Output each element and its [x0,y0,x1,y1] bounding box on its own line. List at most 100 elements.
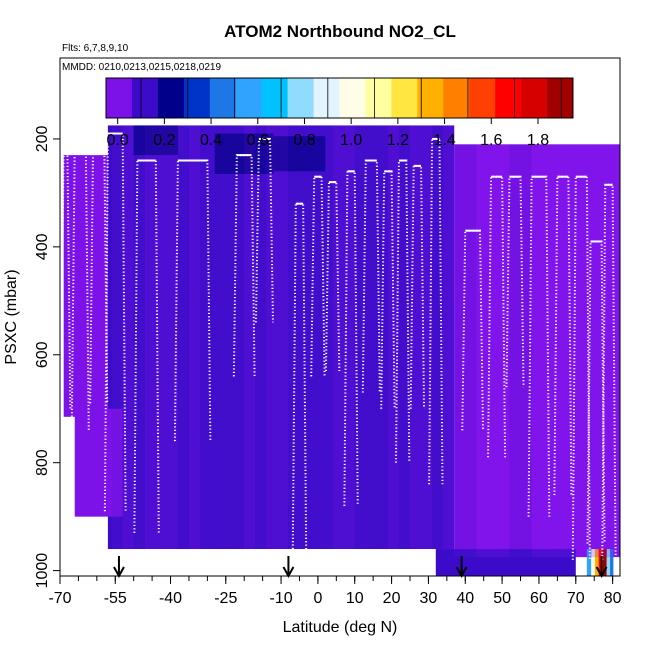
heatmap-cell [133,125,145,550]
colorbar-swatch [261,78,289,118]
heatmap-cell [166,125,178,550]
colorbar-swatch [521,78,548,118]
heatmap-cell [410,125,422,550]
arrow-head [282,566,295,579]
y-tick-label: 1000 [34,553,51,589]
colorbar-swatch [417,78,444,118]
heatmap-cell [586,144,598,558]
colorbar-frame [105,77,574,119]
y-axis: 200 400 600 800 1000 [34,125,60,588]
heatmap-cell [365,125,377,550]
x-tick-label: -55 [104,590,127,607]
heatmap-cell [122,125,134,550]
colorbar-tick-label: 1.2 [387,132,409,149]
heatmap-cell [233,125,245,550]
colorbar: 0.0 0.2 0.4 0.6 0.8 1.0 1.2 1.4 1.6 1.8 [105,77,574,149]
heatmap-cell [465,144,477,558]
heatmap-cell [214,133,274,175]
colorbar-swatch [469,78,496,118]
colorbar-tick-label: 1.4 [433,132,455,149]
heatmap-cell [553,144,565,558]
heatmap-cell [255,125,267,550]
colorbar-swatch [183,78,211,118]
x-tick-label: 50 [493,590,511,607]
arrow-head [595,566,608,579]
heatmap-cells [63,125,620,576]
flights-label: Flts: 6,7,8,9,10 [62,43,129,54]
heatmap-cell [575,144,587,558]
sounding-arrows [113,556,608,579]
heatmap-cell [454,144,620,558]
heatmap-cell [133,125,178,156]
x-axis: -70 -55 -40 -25 -10 0 10 20 30 40 50 60 70 80 [48,576,622,607]
heatmap-cell [606,549,611,576]
heatmap-cell [610,549,614,576]
dates-label: MMDD: 0210,0213,0215,0218,0219 [62,62,221,73]
colorbar-swatch [495,78,522,118]
heatmap-cell [177,125,189,550]
x-tick-label: 40 [456,590,474,607]
colorbar-swatch [287,78,315,118]
heatmap-cell [591,549,595,576]
heatmap-cell [277,125,289,550]
heatmap-cell [586,549,592,576]
heatmap-cell [542,144,554,558]
colorbar-swatch [313,78,340,118]
heatmap-cell [594,549,599,576]
x-tick-label: 30 [420,590,438,607]
x-tick-label: -40 [159,590,182,607]
x-tick-label: -10 [269,590,292,607]
heatmap-cell [155,125,167,550]
chart-title: ATOM2 Northbound NO2_CL [224,22,456,41]
heatmap-cell [310,125,322,550]
heatmap-cell [321,125,333,550]
colorbar-tick-label: 0.0 [107,132,129,149]
colorbar-tick-label: 0.2 [153,132,175,149]
x-tick-label: -70 [48,590,71,607]
heatmap-cell [602,549,607,576]
flight-profile [343,170,359,506]
heatmap-cell [200,125,212,550]
heatmap-cell [266,125,278,550]
colorbar-tick-label: 0.4 [200,132,222,149]
colorbar-swatch [157,78,185,118]
colorbar-tick-label: 1.8 [527,132,549,149]
heatmap-cell [63,155,108,417]
y-tick-label: 200 [34,125,51,152]
colorbar-swatch [209,78,237,118]
heatmap-cell [111,125,123,550]
x-tick-label: 0 [313,590,322,607]
heatmap-cell [107,125,455,550]
heatmap-cell [398,125,410,550]
heatmap-cell [273,136,326,172]
colorbar-swatch [339,78,366,118]
heatmap-cell [144,125,156,550]
heatmap-cell [454,144,466,558]
x-tick-label: 60 [530,590,548,607]
flight-profile [173,159,212,442]
y-tick-label: 800 [34,449,51,476]
heatmap-cell [520,144,532,558]
x-tick-label: -25 [214,590,237,607]
heatmap-cell [188,125,200,550]
flight-profile [601,183,617,560]
heatmap-cell [421,125,433,550]
heatmap-cell [498,144,510,558]
flight-profile [70,143,90,431]
heatmap-cell [387,125,399,550]
colorbar-swatch [106,78,133,118]
x-tick-label: 10 [346,590,364,607]
colorbar-tick-label: 1.0 [340,132,362,149]
heatmap-cell [211,125,223,550]
heatmap-cell [222,125,234,550]
plot-frame [59,57,621,577]
heatmap-cell [343,125,355,550]
colorbar-tick-label: 1.6 [480,132,502,149]
x-axis-label: Latitude (deg N) [283,619,398,636]
flight-profile [310,175,326,377]
colorbar-tick-label: 0.6 [247,132,269,149]
x-tick-label: 80 [604,590,622,607]
heatmap-cell [531,144,543,558]
y-tick-label: 600 [34,341,51,368]
